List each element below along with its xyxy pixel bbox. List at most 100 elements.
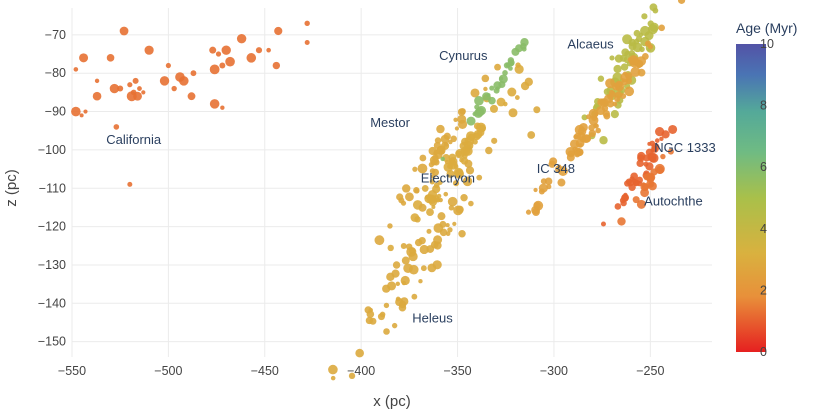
data-point — [255, 47, 263, 54]
data-point — [632, 196, 640, 204]
data-point — [236, 33, 247, 44]
data-point — [566, 153, 575, 162]
data-point — [443, 132, 451, 140]
data-point — [502, 70, 508, 76]
data-point — [462, 176, 473, 187]
data-point — [455, 150, 462, 157]
data-point — [83, 109, 88, 114]
data-point — [617, 217, 626, 226]
data-point — [369, 317, 377, 325]
data-point — [436, 193, 442, 199]
data-point — [586, 114, 592, 120]
x-axis-ticks: −550 −500 −450 −400 −350 −300 −250 — [58, 364, 665, 378]
data-point — [457, 114, 467, 124]
data-point — [391, 322, 398, 329]
data-point — [414, 238, 423, 247]
data-point — [144, 45, 154, 55]
group-label: California — [106, 132, 162, 147]
group-mestor — [374, 63, 501, 246]
data-point — [597, 98, 605, 106]
colorbar-tick-label: 6 — [760, 160, 767, 174]
data-point — [383, 328, 390, 335]
data-point — [577, 127, 587, 136]
data-point — [432, 260, 442, 270]
data-point — [410, 213, 420, 222]
data-point — [366, 310, 375, 319]
data-point — [614, 203, 622, 210]
data-point — [426, 228, 432, 234]
group-label: Electryon — [421, 171, 475, 186]
data-point — [645, 148, 653, 156]
data-point — [447, 227, 453, 233]
data-point — [187, 92, 196, 101]
data-point — [266, 47, 271, 53]
data-point — [481, 74, 490, 83]
data-point — [632, 42, 643, 53]
data-point — [219, 62, 226, 69]
data-point — [392, 261, 401, 269]
data-point — [677, 0, 686, 4]
data-point — [491, 137, 498, 144]
data-point — [621, 48, 630, 57]
data-point — [588, 129, 597, 138]
data-point — [71, 106, 81, 117]
data-point — [330, 375, 336, 381]
data-point — [437, 179, 443, 185]
data-point — [597, 75, 605, 82]
data-point — [447, 196, 458, 207]
data-point — [614, 95, 621, 103]
data-point — [460, 193, 468, 202]
data-point — [654, 138, 660, 143]
y-tick-label: −100 — [38, 143, 66, 157]
data-point — [400, 200, 407, 206]
data-point — [641, 53, 649, 60]
data-point — [619, 197, 626, 204]
data-point — [640, 25, 651, 36]
data-point — [527, 131, 536, 139]
data-point — [438, 146, 443, 151]
data-point — [379, 311, 386, 318]
y-axis-ticks: −150 −140 −130 −120 −110 −100 −90 −80 −70 — [38, 28, 66, 349]
data-point — [524, 77, 533, 87]
data-point — [433, 235, 443, 245]
y-tick-label: −140 — [38, 296, 66, 310]
data-point — [417, 163, 428, 174]
data-point — [483, 86, 488, 92]
data-point — [79, 113, 84, 118]
data-point — [459, 108, 466, 115]
x-axis-title: x (pc) — [373, 393, 411, 410]
data-point — [667, 148, 674, 155]
data-point — [599, 136, 608, 145]
data-point — [472, 138, 478, 145]
data-point — [405, 243, 413, 250]
data-point — [573, 132, 581, 140]
data-point — [428, 197, 438, 207]
data-point — [132, 77, 139, 84]
y-tick-label: −150 — [38, 335, 66, 349]
data-point — [79, 53, 89, 63]
group-label: Mestor — [370, 115, 410, 130]
data-point — [459, 141, 468, 151]
colorbar-tick-label: 8 — [760, 99, 767, 113]
data-point — [402, 184, 411, 193]
data-point — [476, 174, 483, 181]
group-label: Alcaeus — [567, 36, 614, 51]
data-point — [454, 169, 464, 179]
data-point — [419, 154, 427, 162]
colorbar-title: Age (Myr) — [736, 20, 797, 36]
data-point — [641, 13, 648, 20]
data-point — [387, 281, 397, 291]
data-point — [448, 157, 455, 164]
data-point — [439, 149, 445, 155]
data-point — [610, 110, 619, 119]
data-point — [401, 256, 410, 265]
data-point — [246, 53, 257, 63]
data-point — [165, 62, 171, 69]
data-point — [621, 78, 629, 86]
data-point — [348, 372, 356, 380]
data-point — [428, 146, 437, 156]
data-point — [453, 117, 458, 122]
x-tick-label: −450 — [251, 364, 279, 378]
data-point — [643, 154, 651, 162]
data-point — [628, 183, 636, 191]
